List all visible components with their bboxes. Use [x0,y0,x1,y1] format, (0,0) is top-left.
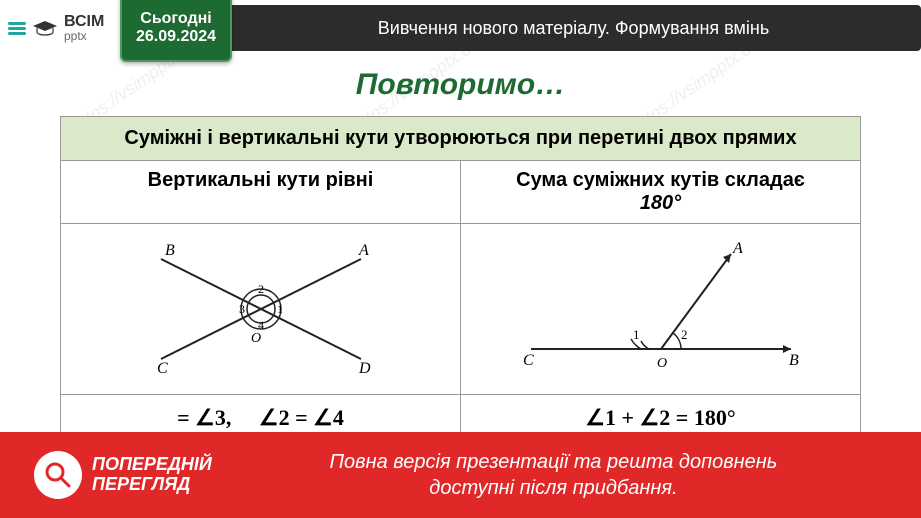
svg-text:O: O [251,331,261,346]
svg-text:O: O [657,356,667,371]
badge-line2: ПЕРЕГЛЯД [92,475,212,495]
preview-badge: ПОПЕРЕДНІЙ ПЕРЕГЛЯД [20,445,226,505]
svg-text:B: B [165,242,175,259]
graduation-cap-icon [32,19,58,37]
eq1-left: = ∠3, [177,405,231,430]
table-subheader-row: Вертикальні кути рівні Сума суміжних кут… [61,161,860,224]
logo-text-wrap: ВСІМ pptx [64,14,104,42]
logo-brand: ВСІМ [64,14,104,30]
svg-text:2: 2 [258,282,264,296]
svg-text:2: 2 [681,327,688,342]
svg-text:1: 1 [633,327,640,342]
badge-text: ПОПЕРЕДНІЙ ПЕРЕГЛЯД [92,455,212,495]
table-header-row: Суміжні і вертикальні кути утворюються п… [61,117,860,161]
diagram-adjacent-angles: A B C O 1 2 [461,224,860,394]
svg-text:D: D [358,360,371,377]
content-table: Суміжні і вертикальні кути утворюються п… [60,116,861,442]
banner-message: Повна версія презентації та решта доповн… [226,449,921,501]
svg-text:4: 4 [258,318,264,332]
date-label: Сьогодні [140,10,211,28]
svg-text:A: A [732,240,743,257]
date-value: 26.09.2024 [136,28,216,46]
header: ВСІМ pptx Сьогодні 26.09.2024 Вивчення н… [0,0,921,56]
diagram-vertical-angles: B A C D O 2 1 4 3 [61,224,461,394]
badge-line1: ПОПЕРЕДНІЙ [92,455,212,475]
svg-text:B: B [789,352,799,369]
svg-text:1: 1 [277,302,283,316]
svg-text:C: C [523,352,534,369]
logo-lines-icon [8,22,26,35]
banner-msg-l1: Повна версія презентації та решта доповн… [226,449,881,475]
logo-sub: pptx [64,30,104,42]
diagram-row: B A C D O 2 1 4 3 A B C [61,224,860,395]
col1-header: Вертикальні кути рівні [61,161,461,223]
slide-title: Повторимо… [0,68,921,102]
svg-text:C: C [157,360,168,377]
banner-msg-l2: доступні після придбання. [226,475,881,501]
col2-header-text: Сума суміжних кутів складає [516,169,805,191]
svg-text:3: 3 [239,302,245,316]
header-title: Вивчення нового матеріалу. Формування вм… [226,5,921,51]
magnifier-icon [34,451,82,499]
date-box: Сьогодні 26.09.2024 [120,0,232,62]
preview-banner: ПОПЕРЕДНІЙ ПЕРЕГЛЯД Повна версія презент… [0,432,921,518]
col2-degree: 180° [640,192,681,214]
svg-text:A: A [358,242,369,259]
eq1-right: ∠2 = ∠4 [259,405,344,430]
col2-header: Сума суміжних кутів складає 180° [461,161,860,223]
logo: ВСІМ pptx [0,0,130,56]
